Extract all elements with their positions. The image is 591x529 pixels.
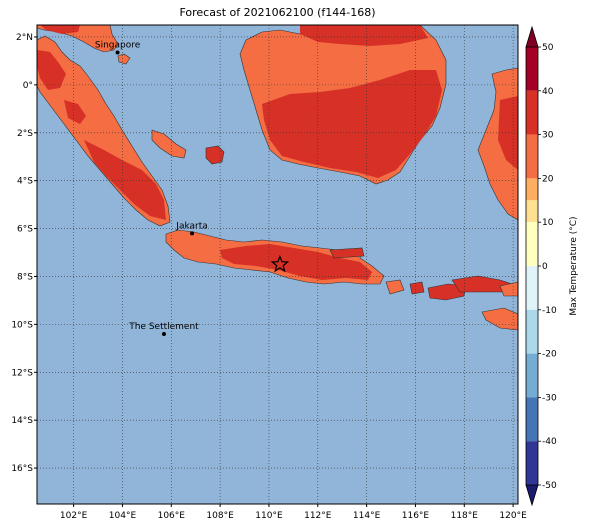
city-dot [161,331,166,336]
colorbar-segment [526,222,538,266]
land-madura [329,247,365,259]
tick-label-lon: 116°E [402,511,430,521]
tick-label-lat: 8°S [17,272,33,282]
colorbar-segment [526,47,538,91]
tick-label-lat: 14°S [11,416,33,426]
land-bali [385,279,405,295]
colorbar-tick-label: 0 [542,262,548,272]
land-bangka [151,129,187,159]
tick-label-lon: 112°E [304,511,332,521]
colorbar-segment [526,200,538,223]
colorbar-tick-label: 10 [542,218,554,228]
land-timor-west [499,281,518,297]
city-label: Jakarta [175,221,207,231]
land-lombok [409,281,425,295]
colorbar-tick-label: -20 [542,350,557,360]
land-belitung [205,145,225,165]
colorbar-segment [526,397,538,442]
land-malay-hot [40,25,80,34]
colorbar-segment [526,353,538,398]
tick-label-lat: 16°S [11,464,33,474]
tick-label-lon: 120°E [499,511,527,521]
tick-label-lat: 0° [23,81,33,91]
colorbar-segment [526,90,538,135]
star-marker [270,254,290,273]
tick-label-lon: 114°E [353,511,381,521]
colorbar-segment [526,266,538,310]
tick-label-lat: 4°S [17,177,33,187]
tick-label-lon: 108°E [206,511,234,521]
tick-label-lon: 102°E [60,511,88,521]
land-borneo-hot [262,70,442,178]
land-sumatra-hot-2 [84,140,166,220]
colorbar-tick-label: -30 [542,393,557,403]
land-riau-islands [117,53,131,65]
land-sumatra-hot-3 [64,100,86,124]
tick-label-lat: 2°N [16,33,33,43]
tick-label-lon: 118°E [451,511,479,521]
tick-labels: 102°E 104°E 106°E 108°E 110°E 112°E 114°E 116°E… [11,33,527,521]
colorbar-tick-label: 40 [542,87,554,97]
colorbar-tick-label: 30 [542,131,554,141]
city-dot [190,231,195,236]
colorbar-tick-label: -40 [542,437,557,447]
tick-label-lat: 12°S [11,368,33,378]
map-title: Forecast of 2021062100 (f144-168) [179,6,376,19]
tick-label-lon: 106°E [158,511,186,521]
colorbar-tick-label: 20 [542,174,554,184]
city-label: Singapore [95,41,141,51]
map-frame [36,24,519,505]
tick-label-lat: 10°S [11,320,33,330]
star-icon [270,254,290,273]
city-label: The Settlement [128,322,199,332]
land-borneo-north-hot [300,25,428,46]
colorbar-segment [526,178,538,201]
land-java-hot [220,244,372,280]
colorbar-tick-label: 50 [542,43,554,53]
tick-label-lat: 2°S [17,129,33,139]
colorbar-tick-label: -10 [542,306,557,316]
colorbar-extend-top [525,25,539,48]
cities-layer: Singapore Jakarta The Settlement [95,41,208,336]
city-dot [115,50,120,55]
land-sumatra-hot-1 [37,50,66,90]
colorbar-tick-label: -50 [542,481,557,491]
tick-label-lon: 110°E [255,511,283,521]
grid-lines [37,25,518,504]
colorbar-extend-bottom [525,484,539,507]
colorbar-segment [526,441,538,485]
tick-label-lat: 6°S [17,225,33,235]
colorbar-segment [526,134,538,179]
tick-label-lon: 104°E [109,511,137,521]
colorbar-segment [526,309,538,354]
colorbar-label: Max Temperature (°C) [569,216,579,315]
colorbar: 50 40 30 20 10 0 -10 -20 -30 -40 -50 Max Temperatur… [525,25,579,507]
